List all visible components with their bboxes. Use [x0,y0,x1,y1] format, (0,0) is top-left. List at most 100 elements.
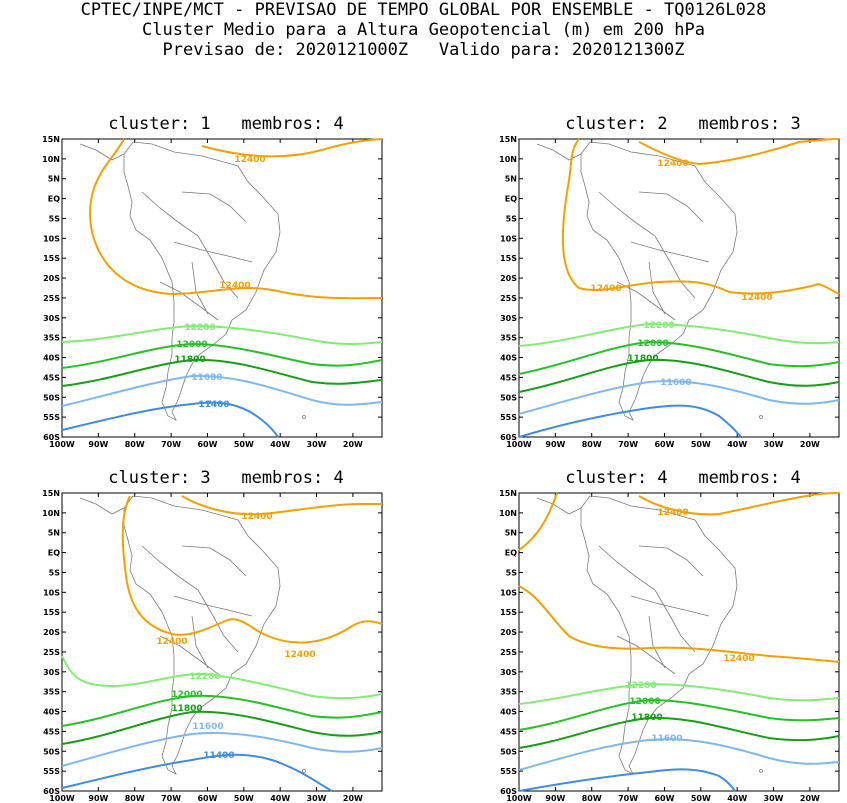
lon-tick-label: 30W [307,794,327,803]
lon-tick-label: 90W [545,440,565,449]
contour-12200 [518,322,840,347]
map-frame [518,492,840,792]
lon-tick-label: 80W [125,440,145,449]
contours-panel-2 [518,138,840,438]
lat-tick-label: 5N [48,529,60,538]
contour-11400 [518,404,742,438]
label-12400-top: 12400 [657,508,688,518]
contour-12200 [61,324,383,345]
contour-11400 [61,753,333,792]
map-panel-1: 15N 10N 5N EQ 5S 10S 15S 20S 25S 30S 35S 40S 45S 50S 5… [42,135,383,449]
contour-labels-panel-3: 12400 12400 12400 12200 12000 11800 1160… [156,512,315,761]
label-12400: 12400 [723,654,754,664]
lon-tick-label: 80W [582,440,602,449]
header-line-3: Previsao de: 2020121000Z Valido para: 20… [162,40,685,60]
lat-tick-label: 35S [500,688,517,697]
lat-tick-label: 45S [500,727,517,736]
lat-tick-label: 50S [500,393,517,402]
contour-12400-main [518,585,840,663]
contour-11800 [518,358,840,393]
contour-labels-panel-4: 12400 12400 12200 12000 11800 11600 [625,508,754,744]
coastlines [79,141,306,421]
lat-tick-label: 10N [499,155,517,164]
lon-tick-label: 50W [691,440,711,449]
map-panel-4: 15N 10N 5N EQ 5S 10S 15S 20S 25S 30S 35S 40S 45S 50S 5… [499,489,840,803]
panel-3-title: cluster: 3 membros: 4 [108,468,344,488]
lat-tick-label: 30S [43,668,60,677]
map-panel-3: 15N 10N 5N EQ 5S 10S 15S 20S 25S 30S 35S 40S 45S 50S 5… [42,489,383,803]
map-axes: 15N 10N 5N EQ 5S 10S 15S 20S 25S 30S 35S 40S 45S 50S 5… [42,135,382,449]
lat-tick-label: 15N [42,135,60,144]
label-12200: 12200 [625,681,656,691]
lat-tick-label: 55S [43,767,60,776]
contour-12400-nw [518,492,558,551]
lat-tick-label: 10S [500,234,517,243]
lat-tick-label: 5S [506,214,518,223]
lon-tick-label: 40W [727,794,747,803]
contour-12400-north [121,495,383,644]
lon-tick-label: 50W [691,794,711,803]
contour-11800 [61,710,383,745]
lat-tick-label: 30S [43,314,60,323]
header-line-2: Cluster Medio para a Altura Geopotencial… [142,20,705,40]
contour-12400-top [181,495,382,516]
header-line-1: CPTEC/INPE/MCT - PREVISAO DE TEMPO GLOBA… [80,0,767,20]
lat-tick-label: 60S [43,433,60,442]
lat-tick-label: 5S [49,568,61,577]
lon-tick-label: 80W [125,794,145,803]
lat-tick-label: 5S [49,214,61,223]
contour-12400-top [638,138,840,166]
lat-tick-label: 45S [43,373,60,382]
lat-tick-label: 20S [43,628,60,637]
label-11600: 11600 [660,378,691,388]
lon-tick-label: 80W [582,794,602,803]
lat-tick-label: 35S [500,334,517,343]
lon-tick-label: 20W [800,440,820,449]
contour-11600 [61,374,383,407]
map-frame [518,138,840,438]
contour-11800 [61,358,383,387]
lat-tick-label: EQ [505,549,517,558]
lat-tick-label: 15N [499,135,517,144]
panel-1-title: cluster: 1 membros: 4 [108,114,344,134]
contour-12000 [518,340,840,375]
label-12400-east: 12400 [741,293,772,303]
lat-tick-label: 10N [499,509,517,518]
lon-tick-label: 60W [197,440,217,449]
label-11400: 11400 [198,400,229,410]
contour-labels-panel-2: 12400 12400 12400 12200 12000 11800 1160… [590,159,772,388]
contour-12000 [518,698,840,731]
lon-tick-label: 70W [161,794,181,803]
contour-11600 [518,380,840,415]
lat-tick-label: 35S [43,688,60,697]
label-12400-east: 12400 [284,650,315,660]
contour-12000 [61,694,383,727]
label-12000: 12000 [176,340,207,350]
lon-tick-label: 30W [764,794,784,803]
lat-tick-label: 15S [43,608,60,617]
lon-tick-label: 90W [88,440,108,449]
contour-12000 [61,342,383,369]
lat-tick-label: EQ [48,195,60,204]
label-12400-top: 12400 [241,512,272,522]
lat-tick-label: 15S [43,254,60,263]
label-11800: 11800 [627,354,658,364]
contour-12400-north [561,138,840,295]
label-12400-west: 12400 [156,637,187,647]
label-11800: 11800 [171,704,202,714]
lon-tick-label: 60W [197,794,217,803]
lat-tick-label: 10S [43,234,60,243]
coastlines [536,141,763,421]
map-axes: 15N 10N 5N EQ 5S 10S 15S 20S 25S 30S 35S 40S 45S 50S 5… [499,489,839,803]
map-panel-2: 15N 10N 5N EQ 5S 10S 15S 20S 25S 30S 35S 40S 45S 50S 5… [499,135,840,449]
lon-tick-label: 30W [764,440,784,449]
lat-tick-label: 50S [43,747,60,756]
label-12000: 12000 [629,697,660,707]
contour-12400-top [201,138,383,158]
lat-tick-label: 30S [500,668,517,677]
contours-panel-3 [61,495,383,792]
label-11800: 11800 [174,355,205,365]
lat-tick-label: 20S [43,274,60,283]
lon-tick-label: 30W [307,440,327,449]
label-12000: 12000 [637,339,668,349]
